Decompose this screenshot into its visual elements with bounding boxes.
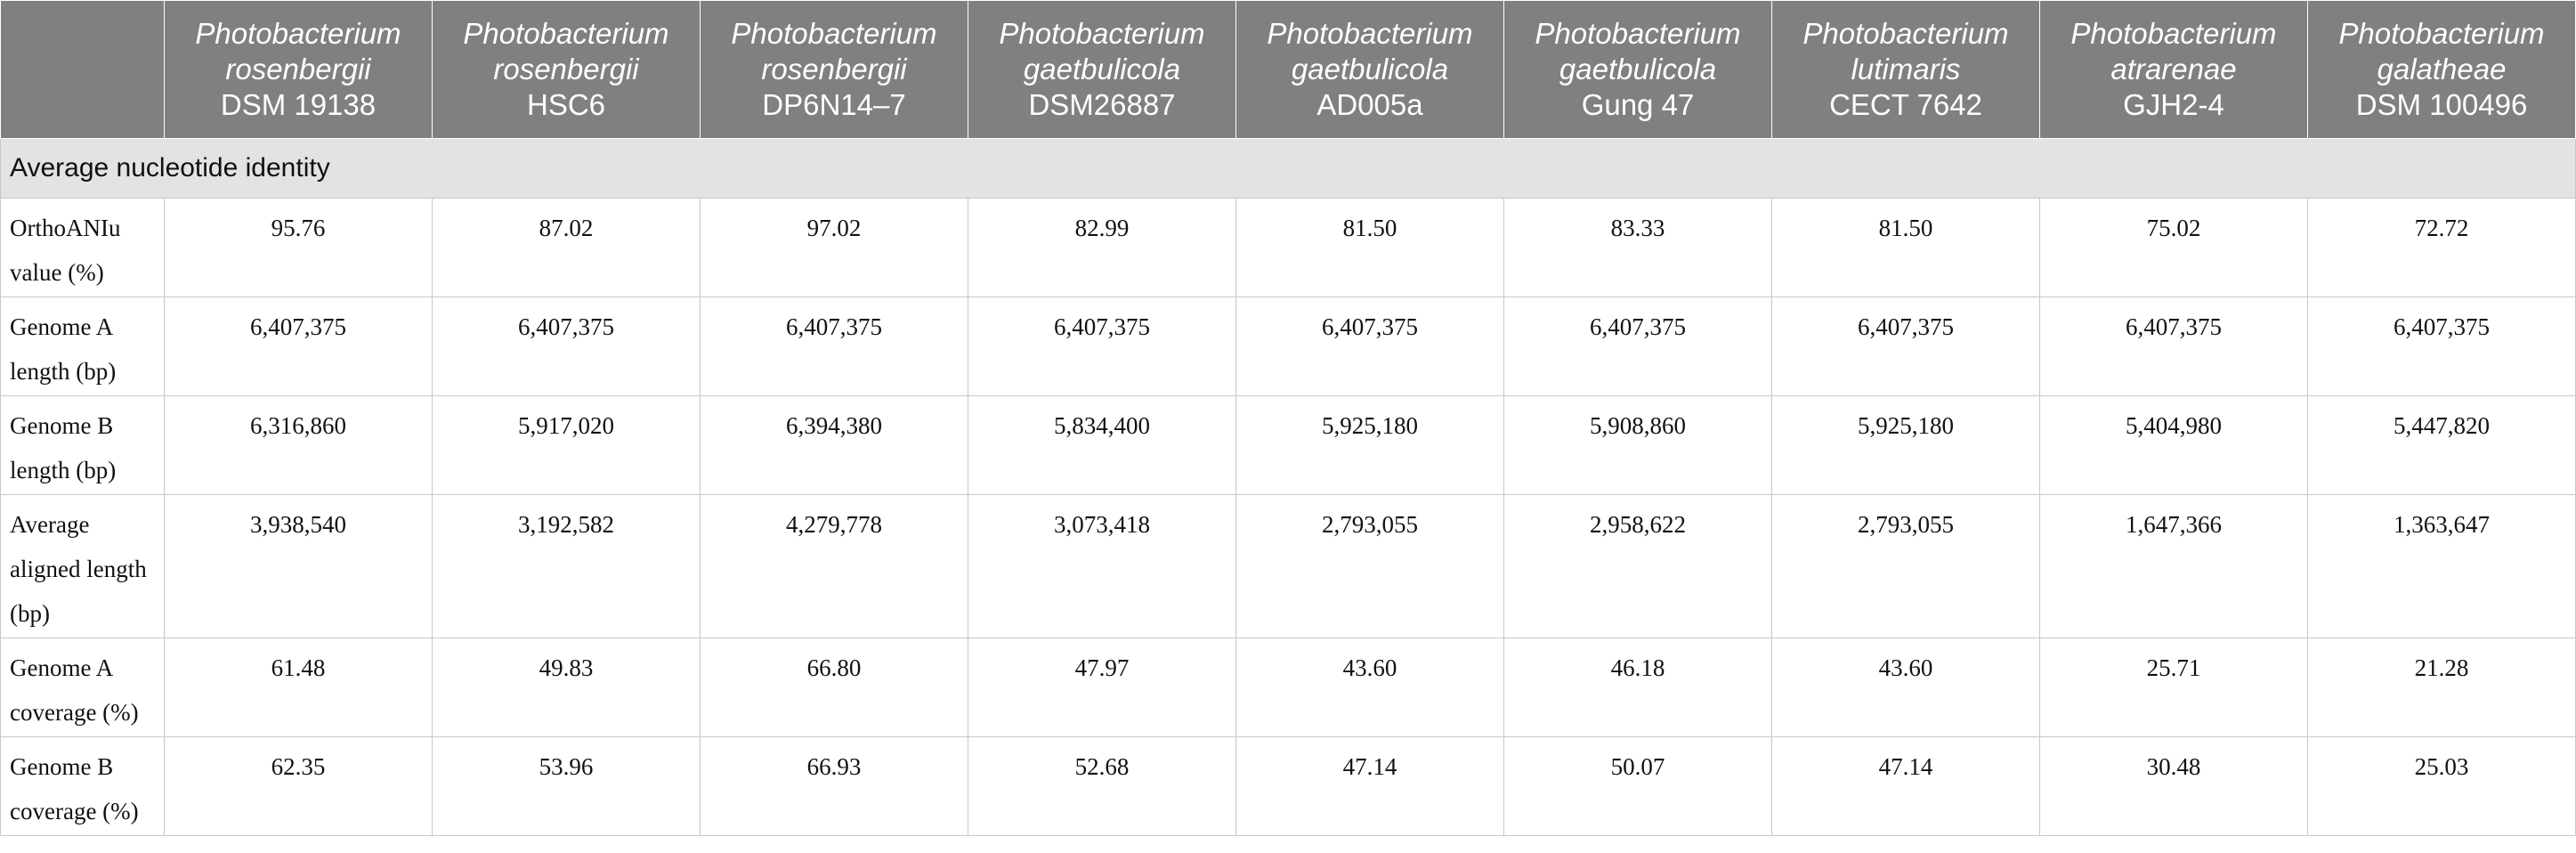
column-header: Photobacterium lutimaris CECT 7642 bbox=[1771, 0, 2040, 139]
section-row: Average nucleotide identity bbox=[0, 138, 2576, 199]
table-cell: 53.96 bbox=[432, 736, 701, 836]
table-cell: 81.50 bbox=[1235, 198, 1504, 297]
row-label: OrthoANIu value (%) bbox=[0, 198, 165, 297]
table-cell: 46.18 bbox=[1503, 638, 1772, 737]
table-cell: 6,407,375 bbox=[2307, 297, 2576, 396]
table-cell: 6,407,375 bbox=[700, 297, 968, 396]
table-cell: 5,925,180 bbox=[1235, 395, 1504, 495]
table-cell: 4,279,778 bbox=[700, 494, 968, 638]
header-corner bbox=[0, 0, 165, 139]
table-cell: 81.50 bbox=[1771, 198, 2040, 297]
table-cell: 75.02 bbox=[2039, 198, 2308, 297]
table-cell: 62.35 bbox=[164, 736, 433, 836]
table-cell: 47.14 bbox=[1235, 736, 1504, 836]
row-label: Genome B coverage (%) bbox=[0, 736, 165, 836]
table-row: Genome A length (bp) 6,407,375 6,407,375… bbox=[0, 297, 2576, 396]
table-cell: 61.48 bbox=[164, 638, 433, 737]
column-header: Photobacterium gaetbulicola Gung 47 bbox=[1503, 0, 1772, 139]
table-cell: 6,394,380 bbox=[700, 395, 968, 495]
table-cell: 6,407,375 bbox=[432, 297, 701, 396]
table-cell: 1,363,647 bbox=[2307, 494, 2576, 638]
table-cell: 2,958,622 bbox=[1503, 494, 1772, 638]
column-header: Photobacterium galatheae DSM 100496 bbox=[2307, 0, 2576, 139]
header-row: Photobacterium rosenbergii DSM 19138 Photo… bbox=[0, 0, 2576, 139]
table-cell: 6,407,375 bbox=[968, 297, 1236, 396]
table-row: Genome B length (bp) 6,316,860 5,917,020… bbox=[0, 395, 2576, 495]
table-cell: 43.60 bbox=[1235, 638, 1504, 737]
table-cell: 83.33 bbox=[1503, 198, 1772, 297]
table-cell: 3,938,540 bbox=[164, 494, 433, 638]
table-cell: 6,316,860 bbox=[164, 395, 433, 495]
table-cell: 50.07 bbox=[1503, 736, 1772, 836]
table-row: Genome B coverage (%) 62.35 53.96 66.93 … bbox=[0, 736, 2576, 836]
table-cell: 47.97 bbox=[968, 638, 1236, 737]
table-cell: 3,192,582 bbox=[432, 494, 701, 638]
column-header: Photobacterium rosenbergii DP6N14–7 bbox=[700, 0, 968, 139]
table-cell: 5,834,400 bbox=[968, 395, 1236, 495]
column-header: Photobacterium atrarenae GJH2-4 bbox=[2039, 0, 2308, 139]
column-header: Photobacterium rosenbergii DSM 19138 bbox=[164, 0, 433, 139]
column-header: Photobacterium gaetbulicola DSM26887 bbox=[968, 0, 1236, 139]
table-cell: 87.02 bbox=[432, 198, 701, 297]
table-cell: 97.02 bbox=[700, 198, 968, 297]
row-label: Genome A length (bp) bbox=[0, 297, 165, 396]
table-cell: 43.60 bbox=[1771, 638, 2040, 737]
table-row: OrthoANIu value (%) 95.76 87.02 97.02 82… bbox=[0, 198, 2576, 297]
table-cell: 25.03 bbox=[2307, 736, 2576, 836]
row-label: Genome B length (bp) bbox=[0, 395, 165, 495]
table-cell: 52.68 bbox=[968, 736, 1236, 836]
table-cell: 66.93 bbox=[700, 736, 968, 836]
table-cell: 47.14 bbox=[1771, 736, 2040, 836]
row-label: Genome A coverage (%) bbox=[0, 638, 165, 737]
table-cell: 6,407,375 bbox=[1235, 297, 1504, 396]
table-cell: 6,407,375 bbox=[1771, 297, 2040, 396]
table-cell: 5,925,180 bbox=[1771, 395, 2040, 495]
table-cell: 1,647,366 bbox=[2039, 494, 2308, 638]
table-cell: 5,908,860 bbox=[1503, 395, 1772, 495]
row-label: Average aligned length (bp) bbox=[0, 494, 165, 638]
table-cell: 5,447,820 bbox=[2307, 395, 2576, 495]
table-cell: 2,793,055 bbox=[1771, 494, 2040, 638]
table-cell: 21.28 bbox=[2307, 638, 2576, 737]
table-cell: 82.99 bbox=[968, 198, 1236, 297]
table-cell: 6,407,375 bbox=[164, 297, 433, 396]
column-header: Photobacterium rosenbergii HSC6 bbox=[432, 0, 701, 139]
table-cell: 66.80 bbox=[700, 638, 968, 737]
table-cell: 5,404,980 bbox=[2039, 395, 2308, 495]
table-cell: 5,917,020 bbox=[432, 395, 701, 495]
table-cell: 2,793,055 bbox=[1235, 494, 1504, 638]
table-row: Average aligned length (bp) 3,938,540 3,… bbox=[0, 494, 2576, 638]
section-title: Average nucleotide identity bbox=[0, 138, 2576, 199]
column-header: Photobacterium gaetbulicola AD005a bbox=[1235, 0, 1504, 139]
table-cell: 6,407,375 bbox=[1503, 297, 1772, 396]
table-cell: 30.48 bbox=[2039, 736, 2308, 836]
table-cell: 25.71 bbox=[2039, 638, 2308, 737]
table-cell: 49.83 bbox=[432, 638, 701, 737]
table-cell: 3,073,418 bbox=[968, 494, 1236, 638]
table-cell: 6,407,375 bbox=[2039, 297, 2308, 396]
table-cell: 95.76 bbox=[164, 198, 433, 297]
table-cell: 72.72 bbox=[2307, 198, 2576, 297]
table-row: Genome A coverage (%) 61.48 49.83 66.80 … bbox=[0, 638, 2576, 737]
